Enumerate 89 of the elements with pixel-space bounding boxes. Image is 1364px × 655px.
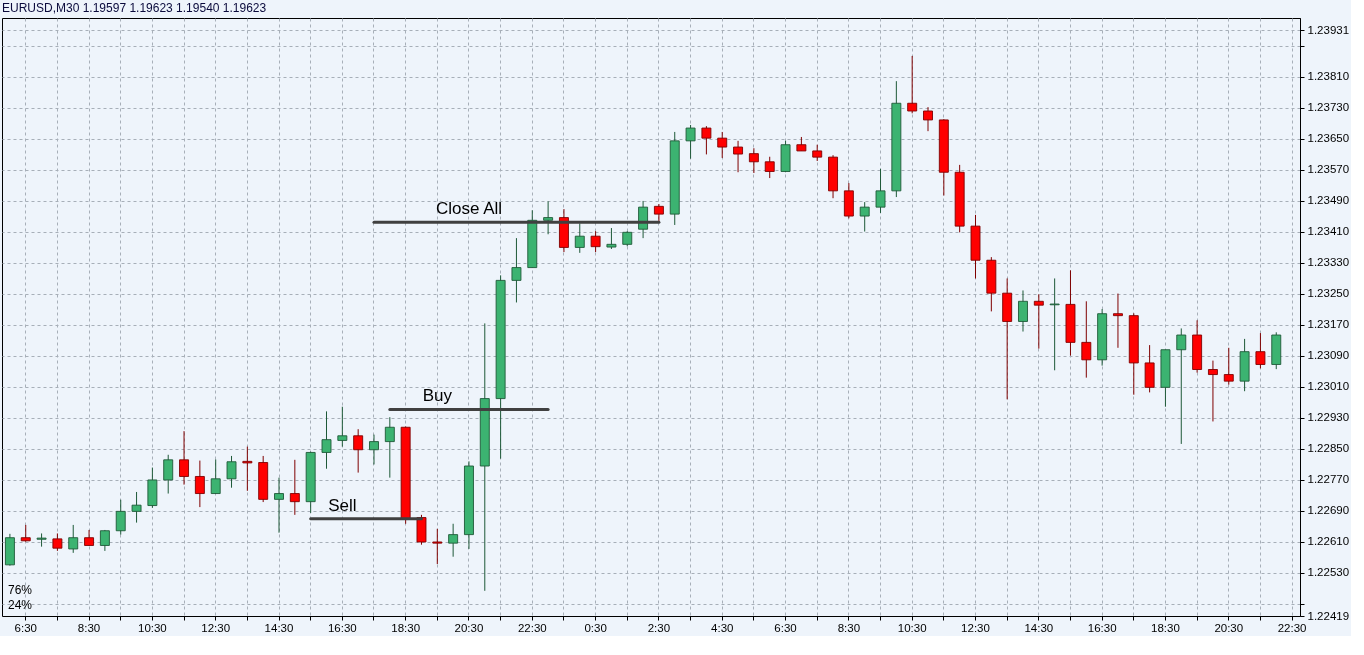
candlestick (875, 168, 886, 214)
candlestick (653, 203, 664, 223)
x-tick-label: 8:30 (77, 621, 101, 634)
candlestick (701, 125, 712, 155)
y-tick-label: 1.22419 (1307, 609, 1350, 622)
annotation: 24% (8, 598, 33, 612)
candlestick (907, 55, 918, 114)
candlestick (717, 131, 728, 159)
y-tick-label: 1.23650 (1307, 132, 1350, 145)
candlestick (685, 124, 696, 160)
y-tick-label: 1.22690 (1307, 504, 1350, 517)
candlestick (131, 491, 142, 524)
series-label: Close All (435, 199, 503, 219)
candlestick (242, 446, 253, 492)
candlestick (274, 477, 284, 534)
candlestick (733, 140, 744, 173)
y-tick-label: 1.23490 (1307, 194, 1350, 207)
candlestick (748, 147, 759, 174)
x-tick-label: 20:30 (454, 621, 484, 634)
y-tick-label: 1.23570 (1307, 163, 1350, 176)
x-tick-label: 6:30 (774, 621, 797, 634)
y-tick-label: 1.23010 (1307, 380, 1350, 393)
candlestick (1113, 293, 1123, 349)
candlestick (1049, 277, 1060, 371)
candlestick (353, 428, 364, 474)
x-tick-label: 14:30 (264, 621, 294, 634)
y-tick-label: 1.22610 (1307, 535, 1350, 548)
x-tick-label: 22:30 (1277, 621, 1307, 634)
y-tick-label: 1.22930 (1307, 411, 1350, 424)
candlestick (1081, 300, 1092, 379)
y-tick-label: 1.23250 (1307, 287, 1350, 300)
candlestick (369, 434, 379, 465)
candlestick (384, 416, 395, 479)
candlestick (448, 523, 459, 558)
y-tick-label: 1.23170 (1307, 318, 1350, 331)
y-tick-label: 1.22850 (1307, 442, 1350, 455)
x-tick-label: 16:30 (327, 621, 357, 634)
candlestick (337, 406, 348, 448)
series-label: Buy (422, 386, 453, 406)
candlestick (511, 237, 522, 303)
y-tick-label: 1.22770 (1307, 473, 1350, 486)
y-tick-label: 1.23730 (1307, 101, 1350, 114)
y-tick-label: 1.23410 (1307, 225, 1350, 238)
candlestick (289, 459, 300, 516)
candlestick (1223, 347, 1234, 386)
candlestick (543, 200, 554, 235)
candlestick (194, 460, 205, 508)
x-tick-label: 0:30 (584, 621, 607, 634)
candlestick (163, 454, 174, 495)
x-tick-label: 8:30 (837, 621, 861, 634)
x-tick-label: 12:30 (961, 621, 990, 634)
candlestick (1176, 327, 1187, 445)
x-tick-label: 2:30 (647, 621, 671, 634)
x-tick-label: 18:30 (1151, 621, 1180, 634)
candlestick (606, 227, 617, 250)
candlestick (68, 524, 79, 554)
y-tick-label: 1.22530 (1307, 566, 1350, 579)
y-tick-label: 1.23330 (1307, 256, 1350, 269)
x-tick-label: 22:30 (517, 621, 547, 634)
candlestick (764, 156, 775, 179)
x-tick-label: 18:30 (391, 621, 421, 634)
candlestick (432, 528, 443, 565)
candlestick (1033, 293, 1044, 350)
candlestick (923, 106, 933, 132)
candlestick (1018, 289, 1028, 333)
y-tick-label: 1.23090 (1307, 349, 1350, 362)
candlestick (210, 458, 221, 495)
candlestick (1207, 360, 1218, 422)
x-tick-label: 12:30 (201, 621, 231, 634)
candlestick (859, 201, 870, 233)
y-tick-label: 1.23931 (1307, 23, 1350, 36)
x-tick-label: 14:30 (1024, 621, 1054, 634)
x-tick-label: 10:30 (137, 621, 167, 634)
candlestick (226, 455, 237, 489)
x-tick-label: 16:30 (1087, 621, 1117, 634)
x-tick-label: 6:30 (14, 621, 37, 634)
candlestick (179, 430, 189, 486)
annotation: 76% (8, 583, 33, 597)
chart-title: EURUSD,M30 1.19597 1.19623 1.19540 1.19623 (2, 1, 267, 15)
y-tick-label: 1.23810 (1307, 70, 1350, 83)
candlestick (1255, 332, 1266, 369)
candlestick (321, 410, 332, 470)
candlestick (590, 230, 601, 253)
candlestick (574, 222, 585, 254)
candlestick (115, 499, 126, 536)
x-tick-label: 20:30 (1214, 621, 1244, 634)
x-tick-label: 4:30 (711, 621, 734, 634)
series-label: Sell (328, 495, 357, 515)
x-tick-label: 10:30 (897, 621, 927, 634)
